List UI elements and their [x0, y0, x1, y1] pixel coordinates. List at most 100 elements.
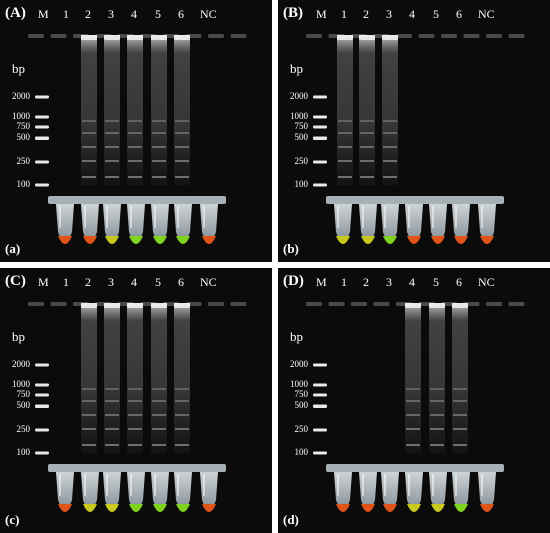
ladder-band-1000: [35, 383, 49, 387]
lane-ladder-pattern-2: [82, 160, 96, 162]
lane-label: 6: [178, 275, 184, 289]
tube-liquid-yellow: [105, 236, 119, 244]
tube-panel-label-d: (d): [283, 512, 299, 527]
lane-ladder-pattern-4: [406, 414, 420, 416]
tube-highlight: [130, 474, 132, 496]
lane-well-product-2: [81, 35, 97, 40]
lane-ladder-pattern-5: [152, 428, 166, 430]
gel-well: [50, 34, 67, 38]
ladder-band-750: [313, 125, 327, 129]
ladder-band-2000: [35, 95, 49, 99]
ladder-band-100: [35, 183, 49, 187]
lane-ladder-pattern-4: [128, 160, 142, 162]
lane-ladder-pattern-5: [430, 400, 444, 402]
lane-ladder-pattern-5: [152, 160, 166, 162]
lane-ladder-pattern-3: [105, 176, 119, 178]
tube-highlight: [432, 474, 434, 496]
lane-ladder-pattern-5: [152, 444, 166, 446]
panel-letter-d: (D): [283, 273, 304, 289]
lane-ladder-pattern-2: [82, 444, 96, 446]
gel-image-a: [28, 34, 247, 244]
gel-well: [396, 34, 412, 38]
lane-ladder-pattern-2: [360, 120, 374, 122]
lane-label: 4: [409, 275, 415, 289]
tube-liquid-green: [176, 504, 190, 512]
lane-ladder-pattern-4: [128, 146, 142, 148]
tube-highlight: [481, 206, 483, 228]
lane-ladder-pattern-5: [152, 176, 166, 178]
tube-highlight: [481, 474, 483, 496]
ladder-size-label: 100: [16, 447, 31, 457]
lane-ladder-pattern-6: [453, 428, 467, 430]
ladder-size-label: 250: [294, 156, 309, 166]
tube-liquid-orange: [336, 504, 350, 512]
lane-label: 3: [386, 7, 392, 21]
lane-label: NC: [478, 7, 495, 21]
lane-well-product-6: [452, 303, 468, 308]
tube-highlight: [59, 474, 61, 496]
lane-label: 6: [178, 7, 184, 21]
lane-ladder-pattern-5: [152, 146, 166, 148]
lane-label: 1: [341, 275, 347, 289]
lane-label: 6: [456, 7, 462, 21]
lane-ladder-pattern-3: [383, 160, 397, 162]
gel-well: [486, 34, 502, 38]
gel-panel-d: (D) M 1 2 3 4 5 6 NC bp 2000 1000 750 500 250 100 (d): [278, 268, 550, 533]
lane-label: 5: [433, 275, 439, 289]
ladder-band-750: [35, 393, 49, 397]
lane-well-product-1: [337, 35, 353, 40]
lane-well-product-4: [127, 35, 143, 40]
tube-liquid-orange: [58, 504, 72, 512]
ladder-band-2000: [313, 363, 327, 367]
ladder-size-label: 500: [16, 400, 31, 410]
tube-liquid-orange: [58, 236, 72, 244]
lane-well-product-2: [359, 35, 375, 40]
tube-highlight: [455, 474, 457, 496]
tube-liquid-green: [454, 504, 468, 512]
tube-highlight: [203, 474, 205, 496]
tube-highlight: [408, 474, 410, 496]
lane-label: 5: [155, 7, 161, 21]
lane-ladder-pattern-3: [105, 388, 119, 390]
lane-label: M: [38, 7, 49, 21]
lane-ladder-pattern-6: [175, 444, 189, 446]
gel-well: [306, 34, 322, 38]
ladder-band-2000: [35, 363, 49, 367]
lane-ladder-pattern-5: [152, 120, 166, 122]
lane-ladder-pattern-6: [175, 146, 189, 148]
ladder-band-100: [313, 183, 327, 187]
lane-ladder-pattern-6: [453, 388, 467, 390]
lane-ladder-pattern-6: [453, 400, 467, 402]
lane-smear-2: [359, 35, 375, 185]
ladder-band-250: [35, 160, 49, 164]
lane-smear-4: [405, 303, 421, 453]
ladder-size-label: 1000: [290, 379, 308, 389]
ladder-size-label: 750: [294, 389, 309, 399]
lane-well-product-5: [151, 35, 167, 40]
lane-smear-6: [174, 303, 190, 453]
panel-letter-a: (A): [5, 5, 26, 21]
lane-well-product-2: [81, 303, 97, 308]
tube-highlight: [130, 206, 132, 228]
lane-ladder-pattern-2: [360, 146, 374, 148]
lane-label: NC: [200, 7, 217, 21]
panel-letter-b: (B): [283, 5, 303, 21]
lane-smear-6: [452, 303, 468, 453]
gel-well: [441, 34, 457, 38]
bp-unit-label: bp: [290, 61, 303, 76]
gel-well: [28, 302, 44, 306]
lane-ladder-pattern-4: [128, 400, 142, 402]
tube-liquid-orange: [407, 236, 421, 244]
ladder-band-1000: [313, 383, 327, 387]
tube-liquid-orange: [202, 504, 216, 512]
lane-ladder-pattern-1: [338, 176, 352, 178]
tube-highlight: [362, 474, 364, 496]
lane-smear-3: [382, 35, 398, 185]
lane-ladder-pattern-3: [105, 120, 119, 122]
tube-liquid-orange: [431, 236, 445, 244]
tube-liquid-green: [153, 504, 167, 512]
tube-highlight: [337, 474, 339, 496]
gel-image-d: [306, 302, 525, 512]
ladder-size-label: 500: [294, 132, 309, 142]
tube-liquid-yellow: [336, 236, 350, 244]
